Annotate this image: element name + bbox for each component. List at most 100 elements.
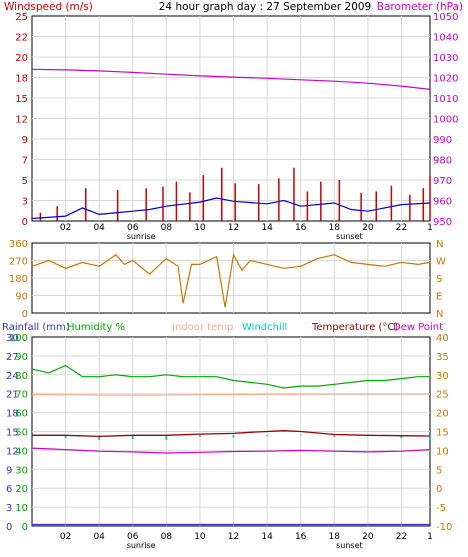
hour-tick-label: 06 bbox=[127, 532, 139, 542]
tick-label: 1040 bbox=[433, 33, 458, 44]
tick-label: 9 bbox=[22, 135, 28, 146]
compass-label: S bbox=[436, 274, 442, 285]
windchill-legend: Windchill bbox=[242, 322, 287, 333]
hour-tick-label: 02 bbox=[60, 223, 71, 233]
hour-tick-label: 08 bbox=[161, 223, 173, 233]
tick-label: 3 bbox=[22, 197, 28, 208]
hour-tick-label: 10 bbox=[194, 532, 206, 542]
hour-tick-label: 12 bbox=[228, 223, 239, 233]
tick-label: 980 bbox=[433, 156, 452, 167]
tick-label: 12 bbox=[15, 115, 28, 126]
tick-label: 15 bbox=[6, 428, 19, 439]
wind-direction-line bbox=[31, 252, 431, 308]
barometer-line bbox=[31, 68, 431, 90]
dew-point-line bbox=[31, 447, 431, 454]
windspeed-axis-title: Windspeed (m/s) bbox=[4, 1, 93, 13]
tick-label: 27 bbox=[6, 352, 19, 363]
tick-label: 12 bbox=[6, 446, 19, 457]
tick-label: 1020 bbox=[433, 74, 458, 85]
temperature-line bbox=[32, 430, 431, 438]
tick-label: 60 bbox=[15, 409, 28, 420]
tick-label: 990 bbox=[433, 135, 452, 146]
humidity-line bbox=[31, 364, 430, 389]
tick-label: 270 bbox=[9, 257, 28, 268]
compass-label: N bbox=[436, 239, 443, 250]
tick-label: 15 bbox=[436, 428, 449, 439]
tick-label: 1050 bbox=[433, 12, 458, 23]
tick-label: 0 bbox=[22, 522, 28, 533]
compass-label: E bbox=[436, 292, 442, 303]
tick-label: 24 bbox=[6, 371, 19, 382]
indoor-temp-legend: Indoor temp bbox=[172, 322, 233, 333]
tick-label: 1030 bbox=[433, 53, 458, 64]
sunset-label-1: sunset bbox=[336, 232, 363, 241]
hour-tick-label: 22 bbox=[396, 223, 407, 233]
hour-tick-label: 16 bbox=[295, 532, 307, 542]
tick-label: -10 bbox=[436, 522, 452, 533]
rainfall-axis-title: Rainfall (mm) bbox=[2, 322, 70, 333]
hour-tick-label: 1 bbox=[427, 223, 433, 233]
tick-label: 9 bbox=[6, 465, 12, 476]
tick-label: 6 bbox=[6, 484, 12, 495]
wind-barometer-panel: 0 3 5 7 9 12 15 18 20 22 25 950 960 970 980 990 1000 101… bbox=[15, 12, 458, 228]
tick-label: 18 bbox=[6, 409, 19, 420]
hour-tick-label: 20 bbox=[362, 532, 374, 542]
tick-label: 90 bbox=[15, 292, 28, 303]
hour-tick-label: 18 bbox=[329, 223, 341, 233]
tick-label: 35 bbox=[436, 352, 449, 363]
tick-label: 18 bbox=[15, 74, 28, 85]
hour-tick-label: 08 bbox=[161, 532, 173, 542]
tick-label: 0 bbox=[22, 309, 28, 320]
hour-tick-label: 10 bbox=[194, 223, 206, 233]
tick-label: 0 bbox=[436, 484, 442, 495]
tick-label: 30 bbox=[6, 333, 19, 344]
compass-label: W bbox=[436, 257, 446, 268]
tick-label: 5 bbox=[436, 465, 442, 476]
tick-label: 30 bbox=[15, 465, 28, 476]
humidity-axis-title: Humidity % bbox=[67, 322, 125, 333]
tick-label: 70 bbox=[15, 390, 28, 401]
tick-label: 22 bbox=[15, 33, 28, 44]
tick-label: 5 bbox=[22, 176, 28, 187]
tick-label: 15 bbox=[15, 94, 28, 105]
tick-label: 100 bbox=[9, 333, 28, 344]
sunrise-label-2: sunrise bbox=[127, 541, 156, 550]
tick-label: 10 bbox=[436, 446, 449, 457]
tick-label: 25 bbox=[436, 390, 449, 401]
tick-label: 20 bbox=[15, 53, 28, 64]
tick-label: 970 bbox=[433, 176, 452, 187]
tick-label: -5 bbox=[436, 503, 446, 514]
tick-label: 20 bbox=[436, 409, 449, 420]
sunrise-label-1: sunrise bbox=[127, 232, 156, 241]
tick-label: 20 bbox=[15, 484, 28, 495]
tick-label: 50 bbox=[15, 428, 28, 439]
hour-tick-label: 1 bbox=[427, 532, 433, 542]
tick-label: 21 bbox=[6, 390, 19, 401]
tick-label: 10 bbox=[15, 503, 28, 514]
tick-label: 7 bbox=[22, 156, 28, 167]
tick-label: 0 bbox=[6, 522, 12, 533]
graph-title: 24 hour graph day : 27 September 2009 bbox=[159, 1, 371, 13]
hour-tick-label: 14 bbox=[261, 223, 273, 233]
tick-label: 40 bbox=[15, 446, 28, 457]
wind-average-line bbox=[31, 197, 431, 220]
compass-label: N bbox=[436, 309, 443, 320]
dew-point-legend: Dew Point bbox=[393, 322, 443, 333]
sunset-label-2: sunset bbox=[336, 541, 363, 550]
hour-tick-label: 18 bbox=[329, 532, 341, 542]
tick-label: 360 bbox=[9, 239, 28, 250]
hour-tick-label: 22 bbox=[396, 532, 407, 542]
hour-tick-label: 16 bbox=[295, 223, 307, 233]
tick-label: 30 bbox=[436, 371, 449, 382]
tick-label: 80 bbox=[15, 371, 28, 382]
barometer-axis-title: Barometer (hPa) bbox=[377, 1, 463, 13]
indoor-temp-line bbox=[31, 393, 430, 396]
tick-label: 950 bbox=[433, 217, 452, 228]
tick-label: 3 bbox=[6, 503, 12, 514]
tick-label: 25 bbox=[15, 12, 28, 23]
temperature-legend: Temperature (°C) bbox=[311, 322, 398, 333]
tick-label: 40 bbox=[436, 333, 449, 344]
